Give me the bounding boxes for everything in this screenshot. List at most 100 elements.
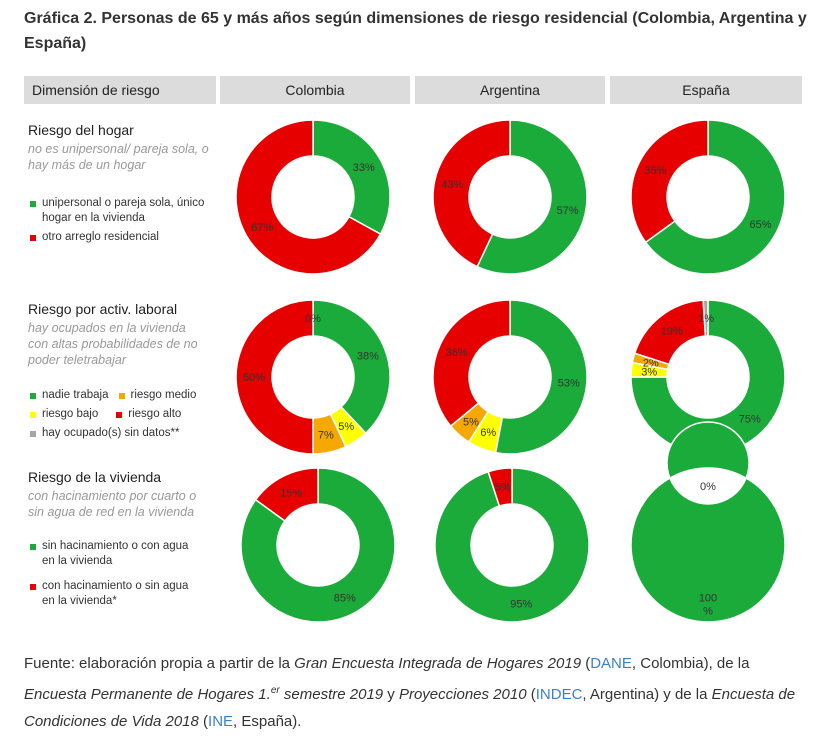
chart-title: Gráfica 2. Personas de 65 y más años seg… <box>24 10 807 52</box>
slice-label: 36% <box>446 347 468 359</box>
donut-slice <box>644 119 786 275</box>
header-dimension: Dimensión de riesgo <box>24 76 216 104</box>
legend-item: otro arreglo residencial <box>30 230 220 245</box>
donut-chart-vivienda-espana: 100 % 0% <box>630 421 786 623</box>
slice-label: 5% <box>495 482 511 494</box>
legend-item: hay ocupado(s) sin datos** <box>30 426 215 441</box>
donut-slice <box>432 299 511 428</box>
slice-label: 0% <box>305 313 321 325</box>
slice-label: 100% <box>699 593 717 618</box>
row-subtitle-hogar: no es unipersonal/ pareja sola, o hay má… <box>28 142 209 172</box>
slice-label: 15% <box>280 487 302 499</box>
donut-slice <box>312 299 391 435</box>
donut-slice <box>630 119 709 244</box>
link-indec[interactable]: INDEC <box>535 686 583 703</box>
legend-label: otro arreglo residencial <box>42 231 159 243</box>
legend-swatch-green <box>30 393 36 399</box>
source-italic: Gran Encuesta Integrada de Hogares 2019 <box>294 655 582 672</box>
link-dane[interactable]: DANE <box>590 655 632 672</box>
slice-label: 75% <box>739 414 761 426</box>
donut-slice <box>312 119 391 236</box>
row-subtitle-laboral: hay ocupados en la vivienda con altas pr… <box>28 321 198 367</box>
legend-swatch-gray <box>30 431 36 437</box>
legend-swatch-red <box>30 584 36 590</box>
legend-label: con hacinamiento o sin agua en la vivien… <box>42 580 189 607</box>
source-text: , Argentina) y de la <box>582 686 712 703</box>
source-text: ( <box>198 713 209 730</box>
header-argentina: Argentina <box>415 76 605 104</box>
legend-swatch-green <box>30 201 36 207</box>
legend-item: riesgo bajo <box>30 407 98 422</box>
legend-label: riesgo medio <box>130 389 197 401</box>
donut-chart-vivienda-argentina: 95% 5% <box>434 467 590 623</box>
slice-label: 85% <box>334 593 356 605</box>
source-note: Fuente: elaboración propia a partir de l… <box>24 650 814 735</box>
slice-label: 33% <box>353 162 375 174</box>
slice-label: 67% <box>251 222 273 234</box>
legend-label: sin hacinamiento o con agua en la vivien… <box>42 540 189 567</box>
legend-item: sin hacinamiento o con agua en la vivien… <box>30 539 190 569</box>
legend-label: unipersonal o pareja sola, único hogar e… <box>42 197 205 224</box>
source-text: , Colombia), de la <box>631 655 750 672</box>
source-text: Fuente: elaboración propia a partir de l… <box>24 655 295 672</box>
source-italic: semestre 2019 <box>279 686 384 703</box>
slice-label: 5% <box>338 421 354 433</box>
donut-slice <box>432 119 511 268</box>
slice-label: 65% <box>750 219 772 231</box>
legend-label: hay ocupado(s) sin datos** <box>42 427 180 439</box>
legend-swatch-yellow <box>30 412 36 418</box>
donut-chart-hogar-argentina: 57% 43% <box>432 119 588 275</box>
slice-label: 50% <box>243 372 265 384</box>
donut-slice <box>476 119 588 275</box>
donut-chart-laboral-argentina: 53% 6%5% 36% <box>432 299 588 455</box>
slice-label: 38% <box>357 350 379 362</box>
legend-item: con hacinamiento o sin agua en la vivien… <box>30 579 190 609</box>
donut-slice <box>630 421 786 623</box>
header-colombia: Colombia <box>220 76 410 104</box>
legend-swatch-orange <box>118 393 125 399</box>
legend-item: nadie trabaja <box>30 388 109 403</box>
donut-chart-vivienda-colombia: 85% 15% <box>240 467 396 623</box>
source-text: ( <box>581 655 591 672</box>
donut-slice <box>702 299 709 337</box>
row-title-vivienda: Riesgo de la vivienda <box>28 469 162 485</box>
donut-chart-hogar-colombia: 33% 67% <box>235 119 391 275</box>
link-ine[interactable]: INE <box>208 713 234 730</box>
source-italic: Proyecciones 2010 <box>398 686 527 703</box>
legend-item: riesgo alto <box>116 407 181 422</box>
donut-chart-laboral-colombia: 38% 5% 7% 50% 0% <box>235 299 391 455</box>
legend-item: riesgo medio <box>118 388 197 403</box>
row-subtitle-vivienda: con hacinamiento por cuarto o sin agua d… <box>28 489 197 519</box>
donut-chart-hogar-espana: 65% 35% <box>630 119 786 275</box>
donut-slice <box>487 467 513 507</box>
source-text: , España). <box>233 713 302 730</box>
legend-label: riesgo alto <box>128 408 182 420</box>
slice-label: 95% <box>510 598 532 610</box>
donut-slice <box>494 299 588 455</box>
legend-label: nadie trabaja <box>42 389 109 401</box>
slice-label: 1% <box>698 313 714 325</box>
slice-label: 3% <box>641 366 657 378</box>
legend-item: unipersonal o pareja sola, único hogar e… <box>30 196 220 226</box>
donut-slice <box>235 299 314 455</box>
slice-label: 7% <box>318 430 334 442</box>
source-text: y <box>383 686 399 703</box>
slice-label: 35% <box>644 165 666 177</box>
legend-swatch-red <box>116 412 123 418</box>
slice-label: 43% <box>441 179 463 191</box>
slice-label: 6% <box>480 427 496 439</box>
source-italic: Encuesta de Condiciones de Vida 2018 <box>24 686 796 730</box>
slice-label: 57% <box>557 205 579 217</box>
slice-label: 0% <box>700 481 716 493</box>
donut-slice <box>630 299 786 455</box>
legend-swatch-green <box>30 544 36 550</box>
row-title-hogar: Riesgo del hogar <box>28 122 134 138</box>
legend-swatch-red <box>30 235 36 241</box>
row-title-laboral: Riesgo por activ. laboral <box>28 301 178 317</box>
slice-label: 5% <box>463 416 479 428</box>
source-italic: Encuesta Permanente de Hogares 1. <box>24 686 271 703</box>
donut-slice <box>240 467 396 623</box>
donut-slice <box>254 467 319 522</box>
source-text: ( <box>526 686 536 703</box>
slice-label: 53% <box>558 378 580 390</box>
